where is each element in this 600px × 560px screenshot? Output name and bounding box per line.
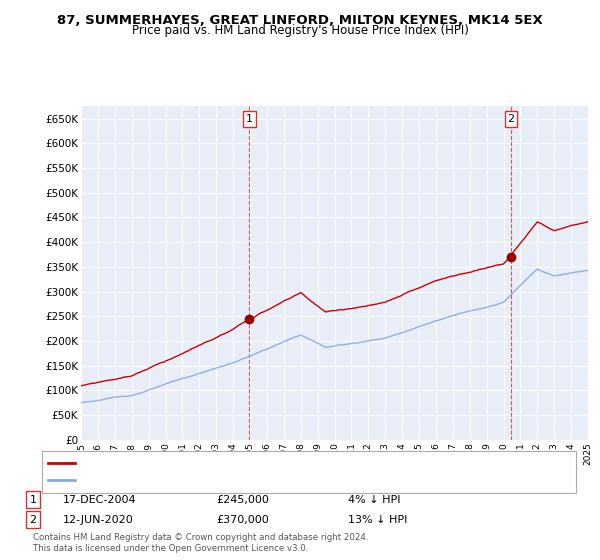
- Text: 2: 2: [29, 515, 37, 525]
- Text: 1: 1: [246, 114, 253, 124]
- Text: 87, SUMMERHAYES, GREAT LINFORD, MILTON KEYNES, MK14 5EX (detached house): 87, SUMMERHAYES, GREAT LINFORD, MILTON K…: [81, 458, 488, 468]
- Text: 1: 1: [29, 494, 37, 505]
- Text: 87, SUMMERHAYES, GREAT LINFORD, MILTON KEYNES, MK14 5EX: 87, SUMMERHAYES, GREAT LINFORD, MILTON K…: [57, 14, 543, 27]
- Text: Contains HM Land Registry data © Crown copyright and database right 2024.
This d: Contains HM Land Registry data © Crown c…: [33, 533, 368, 553]
- Text: 13% ↓ HPI: 13% ↓ HPI: [348, 515, 407, 525]
- Text: 4% ↓ HPI: 4% ↓ HPI: [348, 494, 401, 505]
- Text: Price paid vs. HM Land Registry's House Price Index (HPI): Price paid vs. HM Land Registry's House …: [131, 24, 469, 37]
- Text: £370,000: £370,000: [216, 515, 269, 525]
- Text: 17-DEC-2004: 17-DEC-2004: [63, 494, 137, 505]
- Text: 2: 2: [508, 114, 515, 124]
- Text: HPI: Average price, detached house, Milton Keynes: HPI: Average price, detached house, Milt…: [81, 475, 330, 485]
- Text: £245,000: £245,000: [216, 494, 269, 505]
- Text: 12-JUN-2020: 12-JUN-2020: [63, 515, 134, 525]
